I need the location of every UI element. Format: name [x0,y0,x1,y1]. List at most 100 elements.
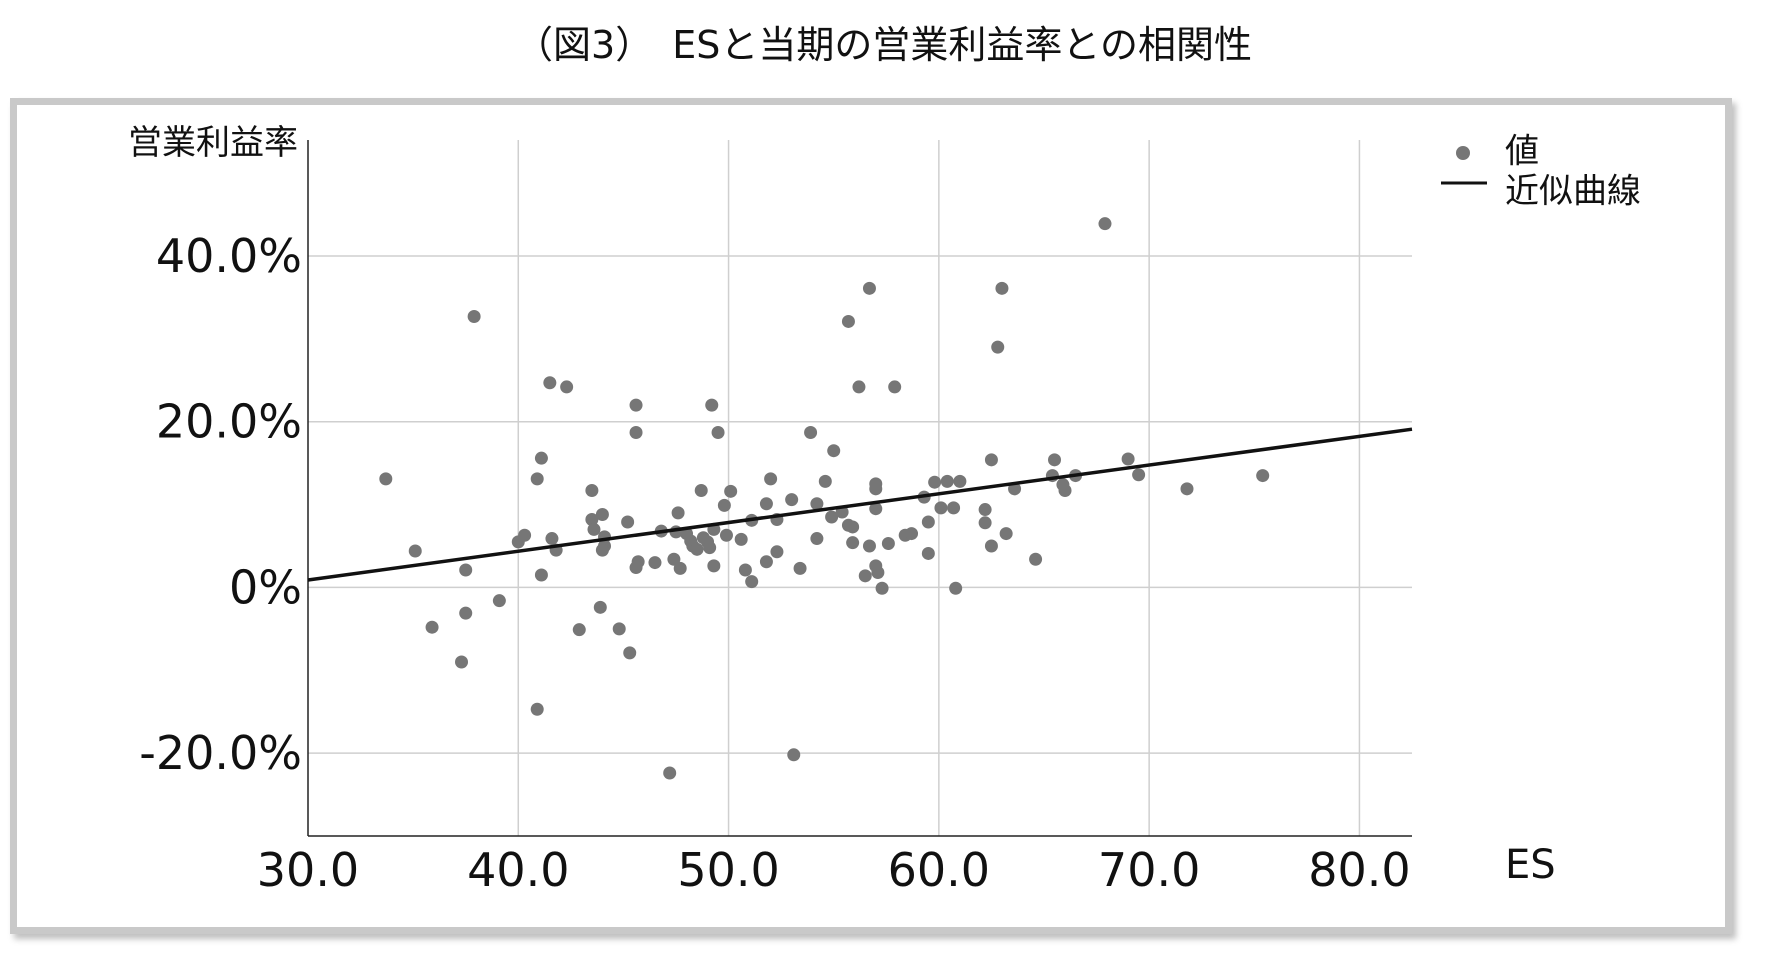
data-point [764,472,778,486]
data-point [1098,217,1112,231]
data-point [560,380,574,394]
data-point [827,444,841,458]
data-point [707,559,721,573]
data-point [595,508,609,522]
data-point [623,646,637,660]
data-point [846,520,860,534]
data-point [705,398,719,412]
data-point [690,542,704,556]
data-point [587,522,601,536]
data-point [995,281,1009,295]
legend-label-points: 値 [1505,132,1539,172]
x-tick-label: 30.0 [257,843,359,897]
data-point [719,528,733,542]
data-point [745,575,759,589]
data-point [1121,452,1135,466]
data-point [717,498,731,512]
data-point [530,472,544,486]
data-point [459,563,473,577]
chart-title: （図3） ESと当期の営業利益率との相関性 [515,23,1252,67]
data-point [621,515,635,529]
data-point [869,482,883,496]
trend-line [307,427,1413,582]
x-tick-label: 40.0 [467,843,569,897]
y-tick-label: 40.0% [156,229,302,283]
data-point [648,556,662,570]
data-point [724,484,738,498]
data-point [991,340,1005,354]
data-point [543,376,557,390]
data-point [787,748,801,762]
data-point [734,532,748,546]
data-point [875,581,889,595]
data-point [921,515,935,529]
data-point [810,497,824,511]
data-point [1029,552,1043,566]
data-point [846,536,860,550]
data-point [1048,453,1062,467]
data-point [379,472,393,486]
data-point [785,493,799,507]
data-point [953,474,967,488]
data-point [858,569,872,583]
x-tick-label: 80.0 [1308,843,1410,897]
data-point [585,483,599,497]
grid-lines [308,140,1412,836]
data-point [869,502,883,516]
data-point [810,532,824,546]
data-point [467,309,481,323]
data-point [694,483,708,497]
data-point [545,532,559,546]
data-point [408,544,422,558]
data-point [534,451,548,465]
data-point [940,474,954,488]
data-point [667,552,681,566]
data-point [595,543,609,557]
data-point [862,281,876,295]
data-point [738,563,752,577]
data-point [530,702,544,716]
data-point [492,594,506,608]
legend: 値 近似曲線 [1441,132,1641,212]
y-axis-title: 営業利益率 [128,123,298,163]
x-tick-label: 70.0 [1098,843,1200,897]
y-tick-label: -20.0% [139,726,302,780]
data-point [881,537,895,551]
data-point [947,501,961,515]
series-layer [307,217,1413,780]
data-point [793,561,807,575]
data-point [818,474,832,488]
axes [307,140,1412,837]
data-point [934,501,948,515]
data-point [825,510,839,524]
data-point [534,568,548,582]
data-point [984,539,998,553]
data-point [459,606,473,620]
chart-frame [10,98,1732,934]
x-tick-label: 50.0 [677,843,779,897]
data-point [671,506,685,520]
data-point [841,314,855,328]
data-point [629,425,643,439]
data-point [612,622,626,636]
y-tick-label: 0% [229,560,302,614]
data-point [425,620,439,634]
data-point [999,527,1013,541]
tick-labels: 30.0 40.0 50.0 60.0 70.0 80.0 -20.0% 0% 20.0% 40.… [139,229,1410,897]
data-point [663,766,677,780]
data-point [703,541,717,555]
data-point [1256,469,1270,483]
legend-point-marker [1456,146,1470,160]
data-point [759,497,773,511]
data-point [1132,468,1146,482]
data-point [905,527,919,541]
data-point [978,503,992,517]
data-point [921,546,935,560]
data-point [759,555,773,569]
data-point [1180,482,1194,496]
x-tick-label: 60.0 [888,843,990,897]
y-tick-label: 20.0% [156,395,302,449]
data-point [888,380,902,394]
data-point [804,425,818,439]
